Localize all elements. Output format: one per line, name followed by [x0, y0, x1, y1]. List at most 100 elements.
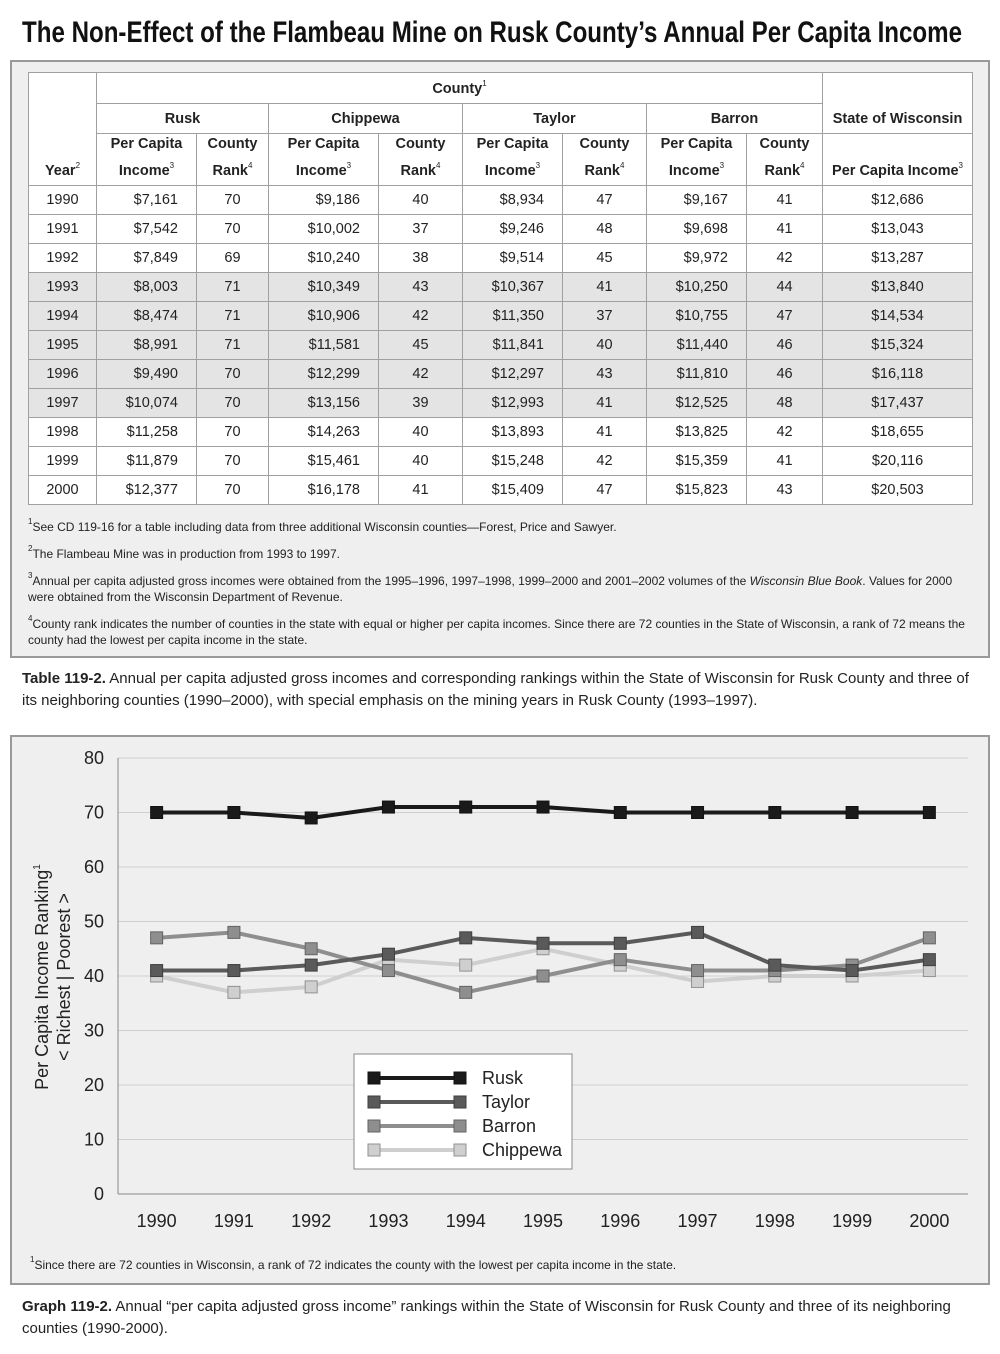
table-cell: 1996 — [28, 359, 97, 389]
marker — [227, 964, 241, 978]
table-cell: 1990 — [28, 185, 97, 215]
table-cell: 41 — [562, 417, 647, 447]
table-row: 1999 $11,879 70 $15,461 40 $15,248 42 $15,359 41… — [28, 446, 974, 476]
caption-label: Table 119-2. — [22, 670, 106, 687]
legend-marker — [367, 1143, 381, 1157]
table-cell: 1997 — [28, 388, 97, 418]
table-cell: $12,377 — [96, 475, 197, 505]
header-text: Per Capita Income — [660, 136, 733, 179]
legend: Rusk Taylor Barron Chippewa — [353, 1053, 573, 1170]
table-cell: $13,043 — [822, 214, 974, 244]
caption-text: Annual per capita adjusted gross incomes… — [22, 670, 969, 709]
table-row: 1997 $10,074 70 $13,156 39 $12,993 41 $12,525 48… — [28, 388, 974, 418]
superscript: 3 — [719, 161, 725, 170]
sub-header: Per Capita Income3 — [646, 133, 747, 186]
header-text: Per Capita Income — [476, 136, 549, 179]
table-cell: 44 — [745, 272, 824, 302]
legend-marker — [367, 1119, 381, 1133]
table-cell: $13,825 — [646, 417, 747, 447]
table-cell: $12,686 — [822, 185, 974, 215]
header-text: Per Capita Income — [110, 136, 183, 179]
legend-label: Taylor — [482, 1092, 530, 1112]
table-cell: $15,324 — [822, 330, 974, 360]
table-row: 1995 $8,991 71 $11,581 45 $11,841 40 $11,440 46 $… — [28, 330, 974, 360]
legend-label: Barron — [482, 1116, 536, 1136]
table-cell: 42 — [562, 446, 647, 476]
table-cell: 40 — [378, 185, 463, 215]
superscript: 4 — [620, 161, 625, 170]
page-title: The Non-Effect of the Flambeau Mine on R… — [22, 16, 962, 49]
table-cell: 69 — [196, 243, 269, 273]
table-cell: $8,474 — [96, 301, 197, 331]
marker — [227, 925, 241, 939]
x-tick-label: 1994 — [446, 1211, 486, 1231]
table-cell: $12,297 — [462, 359, 563, 389]
superscript: 3 — [28, 571, 33, 580]
sub-header: Per Capita Income3 — [462, 133, 563, 186]
header-text: County Rank — [579, 136, 630, 179]
legend-marker — [453, 1095, 467, 1109]
table-cell: $15,359 — [646, 446, 747, 476]
marker — [691, 806, 705, 819]
y-tick-label: 10 — [84, 1130, 104, 1150]
marker — [691, 925, 705, 939]
y-tick-label: 50 — [84, 912, 104, 932]
superscript: 2 — [75, 161, 81, 170]
y-tick-label: 60 — [84, 857, 104, 877]
header-text: Year — [44, 163, 76, 179]
table-row: 1993 $8,003 71 $10,349 43 $10,367 41 $10,250 44 $… — [28, 272, 974, 302]
y-tick-label: 30 — [84, 1021, 104, 1041]
table-row: 1998 $11,258 70 $14,263 40 $13,893 41 $13,825 42… — [28, 417, 974, 447]
marker — [922, 953, 936, 967]
marker — [768, 958, 782, 972]
legend-marker — [367, 1095, 381, 1109]
footnote-text: Wisconsin Blue Book — [749, 574, 863, 588]
table-cell: 41 — [562, 388, 647, 418]
legend-label: Rusk — [482, 1068, 524, 1088]
x-tick-label: 1996 — [600, 1211, 640, 1231]
table-cell: 1992 — [28, 243, 97, 273]
graph-caption: Graph 119-2. Annual “per capita adjusted… — [22, 1296, 972, 1340]
marker — [227, 985, 241, 999]
table-cell: 48 — [745, 388, 824, 418]
sub-header: County Rank4 — [378, 133, 463, 186]
legend-label: Chippewa — [482, 1140, 563, 1160]
table-cell: 42 — [378, 301, 463, 331]
footnote-text: . Values for 2000 were obtained from the… — [28, 574, 953, 604]
footnote-text: County rank indicates the number of coun… — [28, 617, 965, 647]
table-cell: $9,514 — [462, 243, 563, 273]
x-tick-label: 1999 — [832, 1211, 872, 1231]
y-tick-label: 0 — [94, 1184, 104, 1204]
table-cell: $15,248 — [462, 446, 563, 476]
table-cell: 43 — [562, 359, 647, 389]
table-cell: 70 — [196, 388, 269, 418]
table-cell: $13,893 — [462, 417, 563, 447]
table-cell: $10,349 — [268, 272, 379, 302]
marker — [381, 800, 395, 814]
marker — [459, 931, 473, 945]
county-name: Taylor — [462, 103, 647, 134]
caption-label: Graph 119-2. — [22, 1298, 113, 1315]
table-cell: $20,503 — [822, 475, 974, 505]
x-tick-label: 1998 — [755, 1211, 795, 1231]
marker — [150, 806, 164, 819]
footnote-text: The Flambeau Mine was in production from… — [32, 547, 340, 561]
superscript: 2 — [28, 544, 33, 553]
y-axis-label: Per Capita Income Ranking1 — [32, 864, 52, 1090]
table-row: 1990 $7,161 70 $9,186 40 $8,934 47 $9,167 41 $12,… — [28, 185, 974, 215]
y-tick-label: 80 — [84, 748, 104, 768]
table-cell: 47 — [745, 301, 824, 331]
superscript: 4 — [436, 161, 441, 170]
table-cell: $15,461 — [268, 446, 379, 476]
table-panel: Year2 County1 State of Wisconsin Rusk Chi… — [10, 60, 990, 658]
table-cell: 1993 — [28, 272, 97, 302]
marker — [304, 942, 318, 956]
superscript: 3 — [169, 161, 175, 170]
table-cell: 1994 — [28, 301, 97, 331]
table-cell: 70 — [196, 475, 269, 505]
table-cell: $16,118 — [822, 359, 974, 389]
header-text: Per Capita Income — [832, 163, 959, 179]
table-cell: $15,409 — [462, 475, 563, 505]
footnotes: 1See CD 119-16 for a table including dat… — [28, 514, 968, 654]
footnote-text: Annual per capita adjusted gross incomes… — [32, 574, 750, 588]
